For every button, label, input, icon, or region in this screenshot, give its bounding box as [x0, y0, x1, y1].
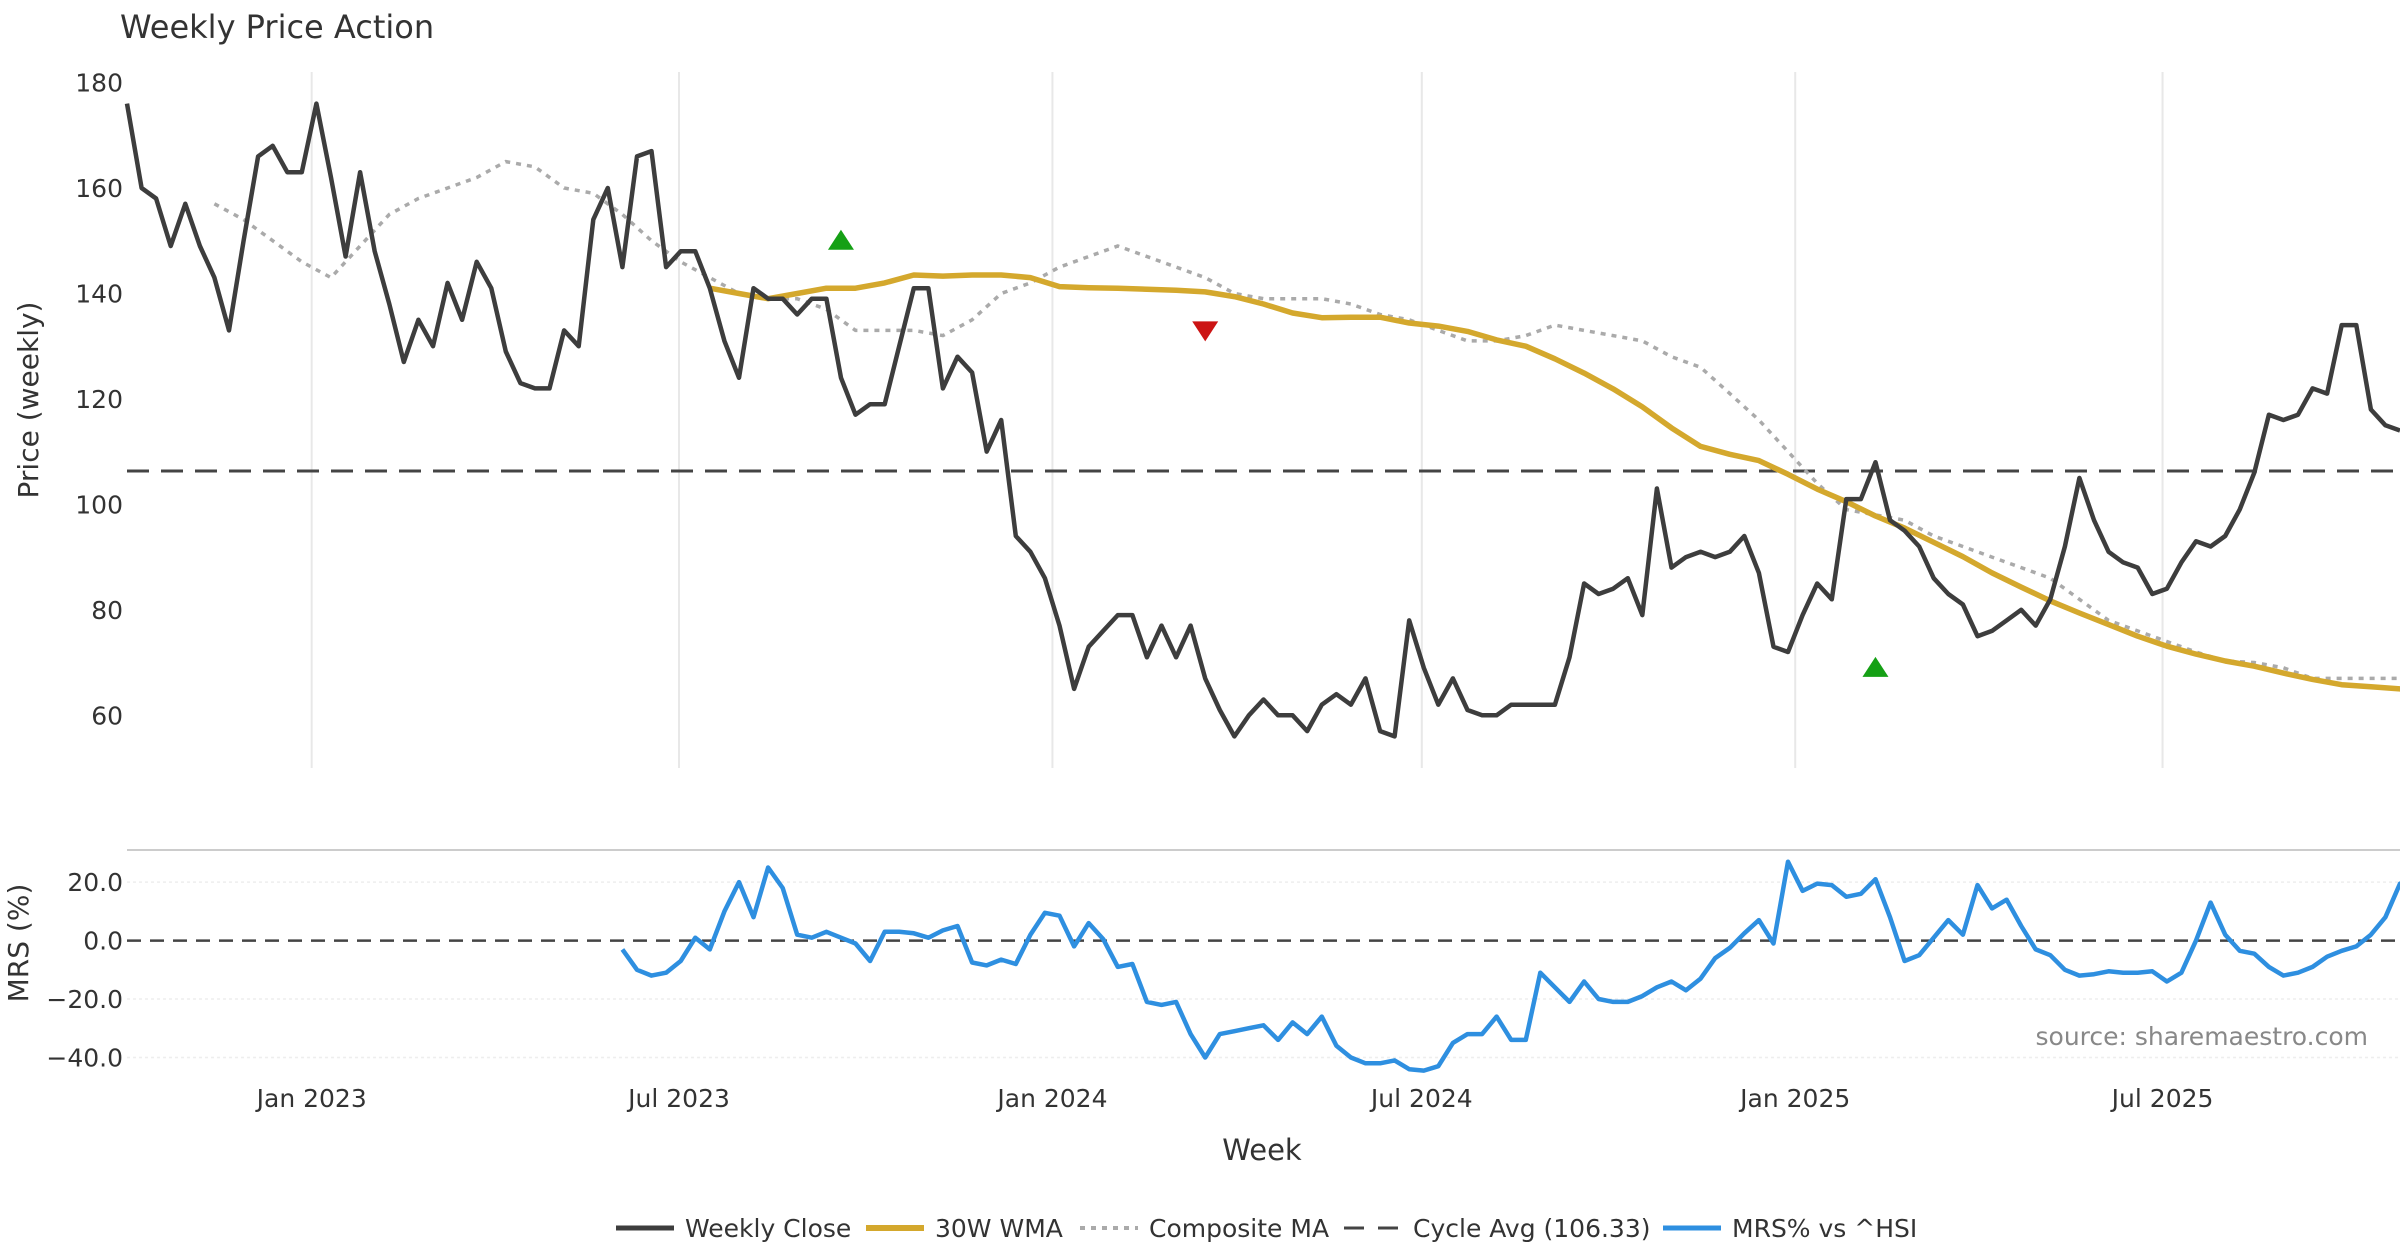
legend-label-close: Weekly Close: [685, 1214, 851, 1243]
price-y-tick-3: 120: [75, 385, 123, 414]
mrs-line: [620, 859, 2400, 1073]
price-y-tick-4: 140: [75, 279, 123, 308]
source-annotation: source: sharemaestro.com: [2036, 1022, 2369, 1051]
x-tick-0: Jan 2023: [255, 1084, 367, 1113]
composite-ma-line: [213, 159, 2400, 681]
mrs-panel: 20.0 0.0 −20.0 −40.0 MRS (%) source: sharem…: [2, 849, 2400, 1167]
price-y-tick-5: 160: [75, 174, 123, 203]
mrs-y-tick-3: −40.0: [46, 1043, 123, 1072]
x-tick-labels: Jan 2023 Jul 2023 Jan 2024 Jul 2024 Jan 2025…: [255, 1084, 2214, 1113]
price-y-tick-2: 100: [75, 490, 123, 519]
chart-title: Weekly Price Action: [120, 8, 434, 46]
price-grid: [310, 72, 2164, 768]
mrs-y-axis-label: MRS (%): [2, 884, 35, 1003]
legend: Weekly Close 30W WMA Composite MA Cycle …: [616, 1214, 1917, 1243]
price-y-axis-label: Price (weekly): [12, 302, 45, 499]
x-axis-label: Week: [1222, 1133, 1302, 1167]
x-tick-4: Jan 2025: [1738, 1084, 1850, 1113]
price-y-tick-6: 180: [75, 69, 123, 98]
x-tick-2: Jan 2024: [995, 1084, 1107, 1113]
price-y-tick-0: 60: [91, 701, 123, 730]
price-y-tick-1: 80: [91, 596, 123, 625]
wma-30w-line: [709, 272, 2400, 692]
buy-signal-1: [1862, 656, 1889, 677]
mrs-grid: [127, 881, 2400, 1059]
sell-signal-0: [1192, 321, 1219, 342]
weekly-close-line: [124, 101, 2400, 739]
x-tick-3: Jul 2024: [1369, 1084, 1473, 1113]
x-tick-5: Jul 2025: [2110, 1084, 2214, 1113]
mrs-y-tick-0: 20.0: [67, 868, 123, 897]
legend-label-mrs: MRS% vs ^HSI: [1732, 1214, 1917, 1243]
legend-label-wma: 30W WMA: [935, 1214, 1063, 1243]
mrs-y-tick-1: 0.0: [83, 927, 123, 956]
legend-label-cycle: Cycle Avg (106.33): [1413, 1214, 1651, 1243]
price-y-tick-labels: 60 80 100 120 140 160 180: [75, 69, 123, 731]
x-tick-1: Jul 2023: [626, 1084, 730, 1113]
mrs-y-tick-2: −20.0: [46, 985, 123, 1014]
signal-markers: [827, 229, 1889, 677]
mrs-y-tick-labels: 20.0 0.0 −20.0 −40.0: [46, 868, 123, 1072]
buy-signal-0: [827, 229, 854, 250]
price-panel: 60 80 100 120 140 160 180 Price (weekly): [12, 69, 2400, 768]
legend-label-composite: Composite MA: [1149, 1214, 1329, 1243]
